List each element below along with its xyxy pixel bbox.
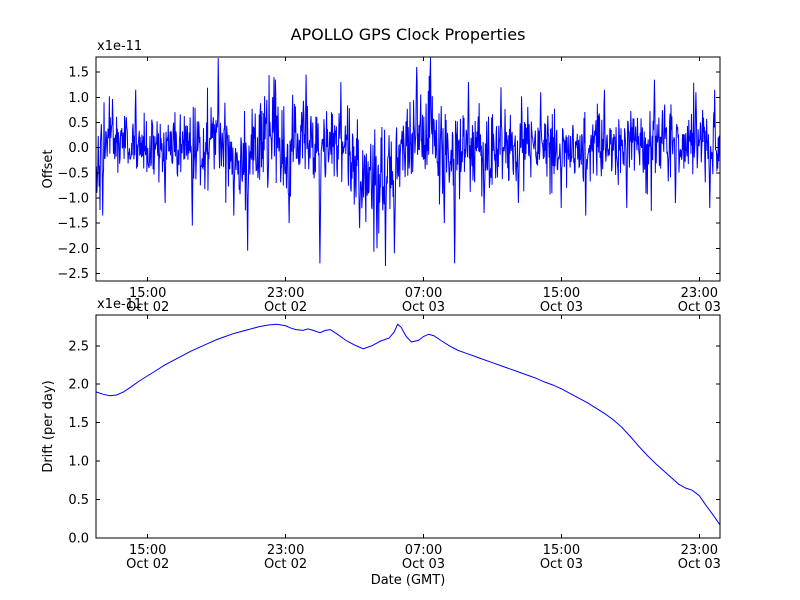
x-tick-date-label: Oct 02	[264, 557, 307, 572]
y-tick-label: 0.0	[68, 141, 89, 156]
y-tick-label: −2.5	[57, 267, 89, 282]
x-tick-time-label: 15:00	[543, 543, 580, 558]
x-tick-time-label: 15:00	[543, 286, 580, 301]
y-tick-label: 0.5	[68, 493, 89, 508]
y-axis-label: Drift (per day)	[41, 380, 56, 472]
x-tick-time-label: 07:00	[405, 286, 442, 301]
drift-vs-time-series	[95, 323, 721, 526]
y-axis-label: Offset	[41, 149, 56, 188]
y-tick-label: −1.5	[57, 217, 89, 232]
x-tick-time-label: 07:00	[405, 543, 442, 558]
y-tick-label: 2.5	[68, 339, 89, 354]
y-tick-label: −1.0	[57, 191, 89, 206]
x-tick-time-label: 23:00	[267, 543, 304, 558]
offset-vs-time-axes: 1.51.00.50.0−0.5−1.0−1.5−2.0−2.515:00Oct…	[41, 39, 721, 315]
drift-vs-time-frame	[95, 314, 721, 539]
x-tick-date-label: Oct 03	[540, 557, 583, 572]
y-tick-label: −0.5	[57, 166, 89, 181]
x-tick-time-label: 23:00	[681, 286, 718, 301]
x-tick-date-label: Oct 02	[264, 300, 307, 315]
y-tick-label: 1.5	[68, 66, 89, 81]
y-tick-label: 0.5	[68, 116, 89, 131]
x-tick-date-label: Oct 03	[540, 300, 583, 315]
offset-vs-time-series	[95, 57, 721, 266]
x-tick-time-label: 23:00	[267, 286, 304, 301]
x-tick-date-label: Oct 03	[402, 300, 445, 315]
y-tick-label: 0.0	[68, 532, 89, 547]
scale-offset-text: x1e-11	[97, 297, 142, 312]
x-tick-date-label: Oct 02	[126, 300, 169, 315]
y-tick-label: 2.0	[68, 378, 89, 393]
x-axis-label: Date (GMT)	[371, 573, 446, 588]
x-tick-date-label: Oct 02	[126, 557, 169, 572]
chart-title: APOLLO GPS Clock Properties	[290, 25, 526, 44]
offset-vs-time-frame	[95, 56, 721, 282]
x-tick-time-label: 23:00	[681, 543, 718, 558]
x-tick-date-label: Oct 03	[678, 300, 721, 315]
x-tick-date-label: Oct 03	[678, 557, 721, 572]
x-tick-time-label: 15:00	[129, 543, 166, 558]
scale-offset-text: x1e-11	[97, 39, 142, 54]
y-tick-label: 1.0	[68, 91, 89, 106]
y-tick-label: 1.0	[68, 455, 89, 470]
y-tick-label: 1.5	[68, 416, 89, 431]
x-tick-time-label: 15:00	[129, 286, 166, 301]
x-tick-date-label: Oct 03	[402, 557, 445, 572]
y-tick-label: −2.0	[57, 242, 89, 257]
